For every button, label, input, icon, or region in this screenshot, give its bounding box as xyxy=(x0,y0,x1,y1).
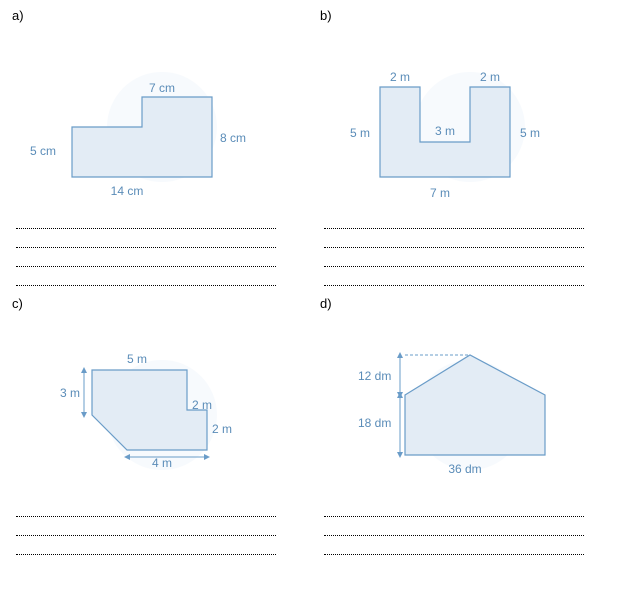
svg-text:5 m: 5 m xyxy=(127,352,147,366)
answer-line xyxy=(16,554,276,555)
exercise-a: a) 7 cm 8 cm 5 cm 14 cm xyxy=(12,8,300,286)
svg-text:5 m: 5 m xyxy=(350,126,370,140)
answer-line xyxy=(16,266,276,267)
shape-diagram: 12 dm 18 dm 36 dm xyxy=(320,315,600,495)
answer-line xyxy=(324,554,584,555)
exercise-label: b) xyxy=(320,8,608,23)
answer-line xyxy=(16,516,276,517)
svg-text:5 cm: 5 cm xyxy=(30,144,56,158)
shape-diagram: 7 cm 8 cm 5 cm 14 cm xyxy=(12,27,292,207)
svg-text:18 dm: 18 dm xyxy=(358,416,391,430)
svg-text:2 m: 2 m xyxy=(192,398,212,412)
svg-text:12 dm: 12 dm xyxy=(358,369,391,383)
svg-text:8 cm: 8 cm xyxy=(220,131,246,145)
svg-text:7 m: 7 m xyxy=(430,186,450,200)
answer-line xyxy=(324,228,584,229)
shape-diagram: 5 m 3 m 2 m2 m 4 m xyxy=(12,315,292,495)
svg-text:5 m: 5 m xyxy=(520,126,540,140)
exercise-label: a) xyxy=(12,8,300,23)
shape-diagram: 2 m 2 m 3 m 5 m 5 m 7 m xyxy=(320,27,600,207)
exercise-b: b) 2 m 2 m 3 m 5 m 5 m 7 m xyxy=(320,8,608,286)
exercise-d: d) 12 dm 18 dm 36 dm xyxy=(320,296,608,555)
exercise-c: c) 5 m 3 m 2 m2 m 4 m xyxy=(12,296,300,555)
exercise-label: c) xyxy=(12,296,300,311)
svg-text:36 dm: 36 dm xyxy=(448,462,481,476)
svg-text:4 m: 4 m xyxy=(152,456,172,470)
answer-line xyxy=(324,285,584,286)
svg-text:2 m: 2 m xyxy=(480,70,500,84)
answer-line xyxy=(324,516,584,517)
answer-line xyxy=(324,247,584,248)
worksheet-grid: a) 7 cm8 cm5 cm14 cmb) 2 m2 m3 m5 m5 m7 … xyxy=(0,0,620,563)
exercise-label: d) xyxy=(320,296,608,311)
answer-line xyxy=(16,228,276,229)
answer-line xyxy=(324,535,584,536)
svg-text:2 m: 2 m xyxy=(212,422,232,436)
svg-text:2 m: 2 m xyxy=(390,70,410,84)
svg-text:3 m: 3 m xyxy=(435,124,455,138)
svg-text:14 cm: 14 cm xyxy=(111,184,144,198)
answer-line xyxy=(324,266,584,267)
svg-text:7 cm: 7 cm xyxy=(149,81,175,95)
answer-line xyxy=(16,247,276,248)
svg-text:3 m: 3 m xyxy=(60,386,80,400)
answer-line xyxy=(16,285,276,286)
answer-line xyxy=(16,535,276,536)
